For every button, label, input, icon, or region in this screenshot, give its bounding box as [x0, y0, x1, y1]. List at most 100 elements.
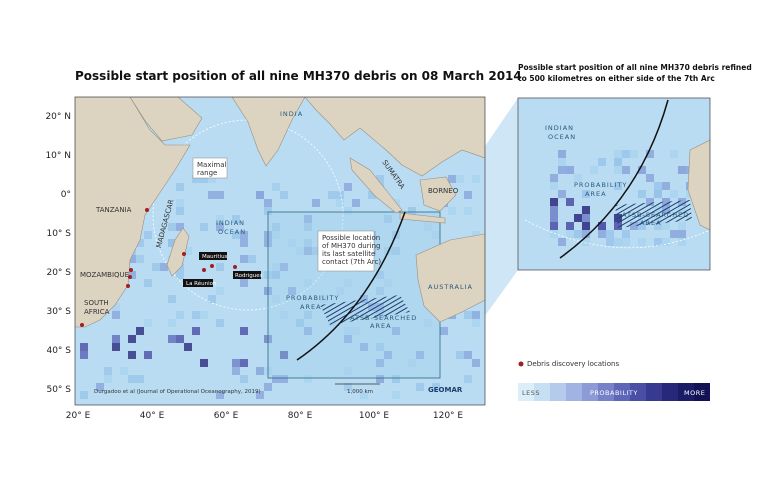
- probability-cell: [550, 182, 558, 190]
- probability-cell: [176, 207, 184, 215]
- probability-cell: [472, 231, 480, 239]
- probability-cell: [662, 182, 670, 190]
- probability-cell: [168, 295, 176, 303]
- probability-cell: [128, 255, 136, 263]
- lat-label: 40° S: [46, 346, 71, 356]
- probability-cell: [288, 287, 296, 295]
- probability-cell: [304, 239, 312, 247]
- place: ATSB-SEARCHED: [622, 211, 689, 219]
- probability-cell: [566, 222, 574, 230]
- probability-cell: [614, 182, 622, 190]
- callout: contact (7th Arc): [322, 258, 381, 266]
- probability-cell: [240, 279, 248, 287]
- probability-cell: [112, 343, 120, 351]
- probability-cell: [280, 351, 288, 359]
- probability-cell: [558, 190, 566, 198]
- probability-cell: [352, 327, 360, 335]
- probability-cell: [216, 223, 224, 231]
- probability-cell: [606, 238, 614, 246]
- probability-cell: [654, 238, 662, 246]
- lon-label: 40° E: [140, 411, 165, 421]
- place: AREA: [300, 303, 322, 311]
- probability-cell: [678, 222, 686, 230]
- probability-cell: [598, 158, 606, 166]
- probability-cell: [296, 247, 304, 255]
- probability-cell: [200, 311, 208, 319]
- probability-cell: [248, 255, 256, 263]
- probability-cell: [128, 271, 136, 279]
- seventh-arc: [559, 99, 669, 259]
- probability-cell: [638, 166, 646, 174]
- probability-cell: [296, 319, 304, 327]
- lat-label: 0°: [61, 190, 71, 200]
- probability-cell: [304, 223, 312, 231]
- probability-cell: [104, 375, 112, 383]
- probability-cell: [168, 223, 176, 231]
- probability-cell: [678, 238, 686, 246]
- probability-cell: [96, 383, 104, 391]
- probability-cell: [232, 359, 240, 367]
- place: INDIAN: [545, 124, 574, 132]
- callout: Possible location: [322, 234, 380, 242]
- probability-cell: [312, 199, 320, 207]
- probability-cell: [558, 166, 566, 174]
- probability-cell: [432, 231, 440, 239]
- probability-cell: [376, 375, 384, 383]
- probability-cell: [136, 327, 144, 335]
- probability-cell: [272, 295, 280, 303]
- probability-cell: [472, 359, 480, 367]
- probability-cell: [128, 335, 136, 343]
- probability-cell: [424, 223, 432, 231]
- probability-cell: [80, 391, 88, 399]
- probability-cell: [272, 183, 280, 191]
- lon-label: 100° E: [359, 411, 390, 421]
- probability-cell: [582, 206, 590, 214]
- probability-cell: [280, 263, 288, 271]
- probability-cell: [264, 207, 272, 215]
- probability-cell: [662, 238, 670, 246]
- probability-cell: [184, 343, 192, 351]
- probability-cell: [464, 191, 472, 199]
- legend-swatch: [582, 383, 598, 401]
- probability-cell: [582, 238, 590, 246]
- probability-cell: [582, 222, 590, 230]
- probability-cell: [558, 158, 566, 166]
- probability-cell: [272, 375, 280, 383]
- probability-cell: [590, 166, 598, 174]
- place: AREA: [640, 219, 662, 227]
- probability-cell: [558, 238, 566, 246]
- probability-cell: [472, 175, 480, 183]
- place: ATSB-SEARCHED: [350, 314, 417, 322]
- legend-swatch: [598, 383, 614, 401]
- probability-cell: [144, 279, 152, 287]
- probability-cell: [392, 247, 400, 255]
- probability-cell: [176, 335, 184, 343]
- probability-cell: [638, 222, 646, 230]
- probability-cell: [654, 222, 662, 230]
- probability-cell: [654, 190, 662, 198]
- probability-cell: [678, 166, 686, 174]
- probability-cell: [464, 311, 472, 319]
- probability-cell: [272, 231, 280, 239]
- legend-swatch: [630, 383, 646, 401]
- probability-cell: [574, 230, 582, 238]
- place: TANZANIA: [95, 206, 132, 214]
- legend-swatch: [518, 383, 534, 401]
- legend-swatch: [646, 383, 662, 401]
- probability-cell: [416, 383, 424, 391]
- probability-cell: [192, 327, 200, 335]
- probability-cell: [456, 351, 464, 359]
- probability-cell: [360, 295, 368, 303]
- place: AUSTRALIA: [428, 283, 473, 291]
- probability-cell: [472, 319, 480, 327]
- probability-cell: [128, 351, 136, 359]
- atsb-area: [320, 295, 410, 325]
- probability-cell: [614, 158, 622, 166]
- probability-cell: [176, 183, 184, 191]
- probability-cell: [344, 279, 352, 287]
- probability-cell: [344, 383, 352, 391]
- probability-cell: [216, 287, 224, 295]
- probability-cell: [424, 319, 432, 327]
- probability-cell: [376, 343, 384, 351]
- probability-cell: [240, 231, 248, 239]
